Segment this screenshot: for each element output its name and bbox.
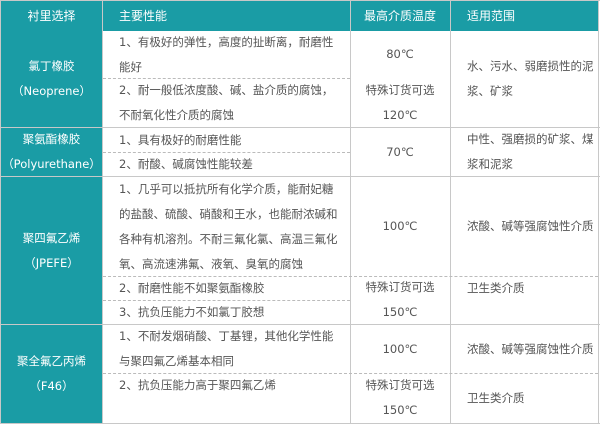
application: 卫生类介质 (467, 390, 525, 405)
lining-f46: 聚全氟乙丙烯 （F46） (1, 325, 102, 423)
sub-divider (103, 373, 598, 374)
temperature: 70℃ (386, 144, 414, 159)
sub-divider (103, 152, 350, 153)
property: 1、有极好的弹性，高度的扯断离，耐磨性能好 (119, 34, 334, 74)
property: 3、抗负压能力不如氯丁胶想 (119, 304, 265, 319)
header-temperature: 最高介质温度 (350, 1, 450, 31)
property: 1、不耐发烟硝酸、丁基锂，其他化学性能与聚四氟乙烯基本相同 (119, 329, 334, 368)
row-divider (0, 176, 600, 177)
lining-neoprene: 氯丁橡胶 （Neoprene） (1, 31, 102, 127)
row-divider (0, 127, 600, 128)
temperature-special: 特殊订货可选 150℃ (365, 280, 435, 319)
application: 水、污水、弱磨损性的泥浆、矿浆 (467, 59, 594, 98)
temperature: 80℃ (386, 47, 414, 61)
sub-divider (103, 300, 350, 301)
temperature: 100℃ (382, 341, 418, 356)
temperature: 100℃ (382, 219, 418, 233)
application: 卫生类介质 (467, 280, 525, 295)
application: 中性、强磨损的矿浆、煤浆和泥浆 (467, 132, 594, 171)
border (0, 0, 600, 1)
column-divider (350, 0, 351, 424)
border (598, 0, 599, 424)
border (0, 423, 600, 424)
property: 2、耐磨性能不如聚氨酯橡胶 (119, 280, 265, 295)
column-divider (102, 0, 103, 424)
property: 2、耐一般低浓度酸、碱、盐介质的腐蚀，不耐氧化性介质的腐蚀 (119, 82, 334, 122)
application: 浓酸、碱等强腐蚀性介质 (467, 219, 594, 233)
header-properties: 主要性能 (102, 1, 350, 31)
property: 1、具有极好的耐磨性能 (119, 132, 242, 147)
column-divider (450, 0, 451, 424)
border (0, 0, 1, 424)
application: 浓酸、碱等强腐蚀性介质 (467, 341, 594, 356)
property: 2、抗负压能力高于聚四氟乙烯 (119, 378, 276, 392)
lining-polyurethane: 聚氨酯橡胶 （Polyurethane） (1, 128, 102, 176)
header-lining: 衬里选择 (1, 1, 102, 31)
temperature-special: 特殊订货可选 120℃ (365, 82, 435, 122)
temperature-special: 特殊订货可选 150℃ (365, 378, 435, 417)
sub-divider (103, 276, 598, 277)
property: 2、耐酸、碱腐蚀性能较差 (119, 156, 253, 171)
sub-divider (103, 78, 350, 79)
property: 1、几乎可以抵抗所有化学介质，能耐妃糖的盐酸、硫酸、硝酸和王水，也能耐浓碱和各种… (119, 181, 338, 271)
lining-ptfe: 聚四氟乙烯 （JPEFE） (1, 177, 102, 324)
header-application: 适用范围 (450, 1, 598, 31)
row-divider (0, 324, 600, 325)
